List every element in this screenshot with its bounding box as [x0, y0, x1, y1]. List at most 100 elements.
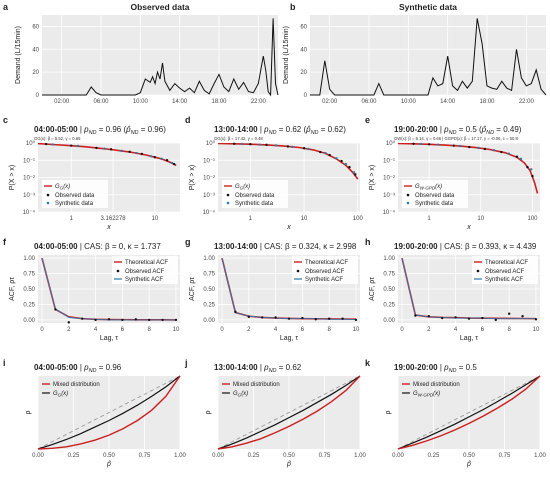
observed-point	[319, 150, 322, 154]
params-text: GG(x): β = 17.42, γ = 0.48	[214, 136, 263, 141]
observed-point	[165, 159, 169, 162]
x-tick-label: 0.75	[499, 453, 511, 459]
legend-label-theoretical: Theoretical ACF	[125, 260, 168, 266]
observed-point	[95, 146, 98, 150]
x-tick-label: 0.75	[139, 453, 151, 459]
legend-label-model: GG(x)	[233, 391, 248, 398]
x-tick-label: 6	[481, 327, 485, 333]
panel-letter: c	[3, 115, 8, 125]
panel-letter: i	[3, 358, 6, 368]
y-axis-label: P(X > x)	[189, 165, 196, 190]
x-axis-label: x	[286, 224, 291, 231]
legend-box	[472, 256, 538, 284]
legend-label-mixed: Mixed distribution	[413, 382, 460, 388]
y-tick-label: 0.25	[383, 302, 395, 308]
legend: Mixed distribution GG(x)	[222, 382, 280, 398]
y-tick-label: 10⁰	[386, 140, 396, 147]
title-period: 13:00-14:00	[214, 363, 258, 372]
y-tick-label: 0.00	[203, 318, 215, 324]
panel-title: 13:00-14:00 | pND = 0.62	[214, 363, 302, 374]
title-value: = 0.96	[97, 125, 122, 134]
y-tick-label: 0.50	[383, 287, 395, 293]
legend: GG(x) Observed data Synthetic data	[222, 180, 288, 208]
title-p-sub: ND	[449, 130, 457, 136]
title-hat: p̂	[305, 125, 311, 134]
panel-letter: j	[184, 358, 188, 368]
title-p: p	[83, 363, 89, 372]
x-tick-label: 10	[477, 216, 484, 222]
observed-point	[340, 159, 343, 163]
synthetic-point	[149, 155, 153, 158]
y-tick-label: 10⁻³	[23, 193, 35, 199]
y-tick-label: 0.75	[383, 272, 395, 278]
title-value: = 0.96	[97, 363, 122, 372]
title-value: = 0.62	[277, 125, 302, 134]
y-tick-label: 20	[300, 70, 307, 76]
observed-acf-point	[454, 316, 457, 319]
observed-point	[354, 173, 357, 176]
x-tick-label: 10	[353, 327, 360, 333]
observed-point	[109, 148, 113, 151]
legend-dot-observed	[296, 269, 300, 273]
panel-title: 04:00-05:00 | pND = 0.96 (p̂ND = 0.96)	[34, 125, 166, 136]
legend-box	[42, 180, 108, 208]
title-period: 13:00-14:00	[214, 242, 258, 251]
legend-dot-observed	[46, 193, 50, 197]
title-cas: CAS: β = 0.393, κ = 4.439	[444, 242, 537, 251]
y-tick-label: 10⁻³	[383, 193, 395, 199]
title-period: 04:00-05:00	[34, 363, 78, 372]
y-tick-label: 60	[32, 24, 39, 30]
synthetic-point	[492, 149, 496, 152]
title-hat-value: = 0.49	[494, 125, 519, 134]
panel-letter: e	[365, 115, 370, 125]
x-axis-label: p̃	[466, 461, 472, 468]
title-hat-value: = 0.62	[319, 125, 344, 134]
demand-series-line	[42, 18, 279, 97]
panel-j: j 0.00 0.25 0.50 0.75 1.00 p̃ ρ 13:00-14:00 | pN…	[184, 358, 366, 468]
observed-acf-point	[327, 317, 331, 320]
title-period: 19:00-20:00	[394, 363, 438, 372]
x-tick-label: 14:00	[172, 99, 188, 105]
x-tick-label: 2	[67, 327, 71, 333]
observed-point	[348, 165, 351, 169]
legend: Theoretical ACF Observed ACF Synthetic ACF	[112, 256, 178, 284]
y-tick-label: 0.75	[23, 272, 35, 278]
y-axis-label: Demand (L/15min)	[15, 26, 22, 84]
panel-letter: b	[290, 2, 296, 12]
x-tick-label: 8	[148, 327, 152, 333]
x-tick-label: 0.25	[428, 453, 440, 459]
panel-letter: f	[3, 237, 7, 247]
title-hat-sub: ND	[131, 130, 139, 136]
y-axis-label: P(X > x)	[369, 165, 376, 190]
legend-label-model: GG(x)	[235, 184, 250, 191]
legend-dot-synthetic	[46, 201, 50, 205]
legend-box	[112, 256, 178, 284]
x-tick-label: 4	[274, 327, 278, 333]
panel-title: Synthetic data	[399, 2, 457, 12]
title-value: = 0.5	[457, 125, 478, 134]
panel-f: f 0 2 4 6 8 10 0.00 0.25 0.50 0.75 1.00 Lag, τ ACF, ρ…	[3, 237, 180, 342]
x-tick-label: 10	[533, 327, 540, 333]
x-tick-label: 1	[70, 216, 74, 222]
title-period: 19:00-20:00	[394, 242, 438, 251]
title-hat-sub: ND	[486, 130, 494, 136]
x-tick-label: 0.50	[283, 453, 295, 459]
synthetic-point	[437, 143, 440, 146]
synthetic-point	[160, 157, 163, 161]
observed-acf-point	[54, 308, 57, 311]
observed-acf-point	[521, 315, 524, 318]
x-axis-label: x	[466, 224, 471, 231]
title-hat: p̂	[125, 125, 131, 134]
synthetic-point	[324, 151, 327, 155]
observed-acf-point	[314, 318, 317, 321]
x-axis-label: Lag, τ	[100, 335, 119, 342]
x-tick-label: 0	[40, 327, 44, 333]
observed-point	[531, 174, 534, 178]
observed-acf-point	[174, 318, 178, 322]
y-axis-label: P(X > x)	[9, 165, 16, 190]
legend: Theoretical ACF Observed ACF Synthetic ACF	[472, 256, 538, 284]
x-tick-label: 02:00	[322, 99, 338, 105]
legend-label-synthetic: Synthetic data	[55, 201, 94, 207]
y-tick-label: 0	[304, 93, 308, 99]
legend: Mixed distribution GW-GPD(x)	[402, 382, 460, 398]
